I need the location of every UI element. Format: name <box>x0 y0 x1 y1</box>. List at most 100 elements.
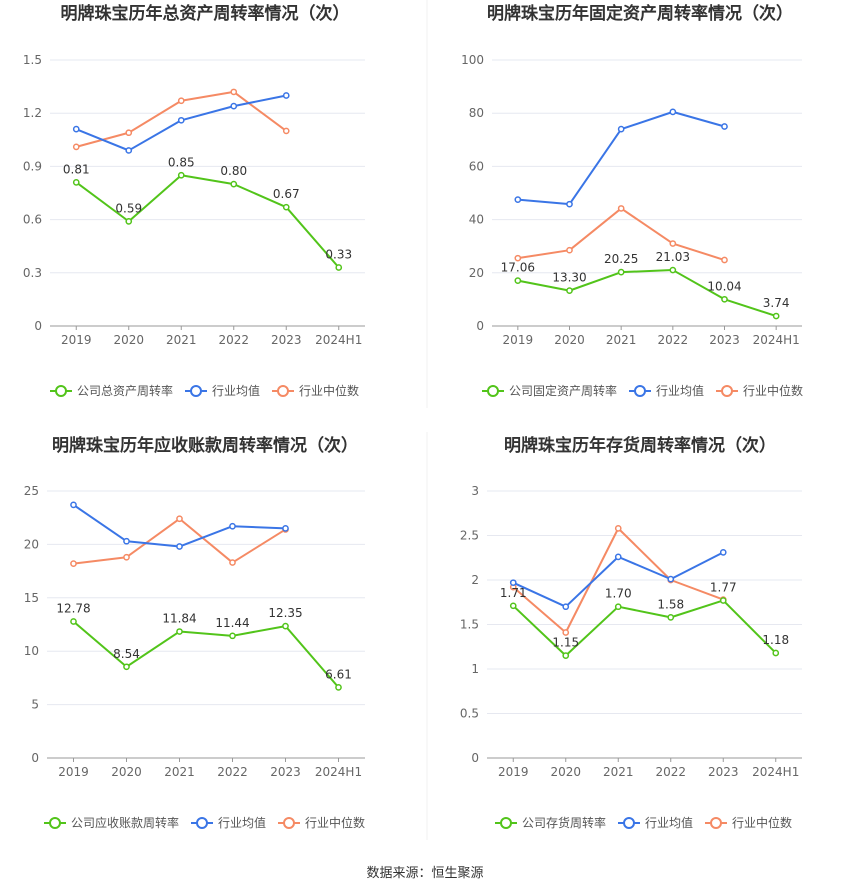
data-point-median <box>123 553 130 561</box>
legend-item-median: 行业中位数 <box>716 383 803 398</box>
legend-marker <box>277 385 289 397</box>
legend-item-avg: 行业均值 <box>185 383 260 398</box>
data-label: 1.15 <box>552 636 579 650</box>
legend-label: 行业均值 <box>212 383 260 398</box>
y-tick-label: 60 <box>469 159 484 173</box>
series-line-company <box>512 599 777 657</box>
data-label: 1.18 <box>762 633 789 647</box>
legend-marker <box>623 817 635 829</box>
legend-marker <box>55 385 67 397</box>
x-tick-label: 2024H1 <box>753 333 800 347</box>
data-point-avg <box>229 522 236 530</box>
data-point-company <box>614 603 622 611</box>
data-point-median <box>721 256 728 264</box>
data-label: 0.59 <box>115 201 142 215</box>
data-label: 1.77 <box>710 580 737 594</box>
data-point-median <box>125 129 133 137</box>
y-tick-label: 0 <box>34 319 42 333</box>
data-point-median <box>614 525 622 532</box>
legend-marker <box>283 817 295 829</box>
x-tick-label: 2021 <box>164 765 195 779</box>
y-tick-label: 20 <box>469 266 484 280</box>
data-point-company <box>562 652 570 660</box>
data-point-median <box>617 205 625 212</box>
y-tick-label: 0.6 <box>23 213 42 227</box>
y-tick-label: 0.9 <box>23 159 42 173</box>
data-point-company <box>566 287 573 294</box>
data-point-company <box>514 277 522 284</box>
legend-label: 行业均值 <box>656 383 704 398</box>
legend-label: 行业均值 <box>218 815 266 830</box>
data-label: 20.25 <box>604 252 638 266</box>
data-point-median <box>562 629 570 636</box>
y-tick-label: 1.2 <box>23 106 42 120</box>
y-tick-label: 15 <box>24 591 39 605</box>
x-tick-label: 2024H1 <box>315 765 362 779</box>
data-label: 11.84 <box>162 612 196 626</box>
x-tick-label: 2020 <box>554 333 585 347</box>
data-point-company <box>335 264 343 271</box>
data-point-company <box>335 684 342 691</box>
y-tick-label: 0 <box>471 751 479 765</box>
data-point-median <box>514 254 522 262</box>
x-tick-label: 2019 <box>58 765 89 779</box>
data-point-company <box>509 602 517 610</box>
data-point-company <box>282 622 289 630</box>
legend-item-company: 公司应收账款周转率 <box>44 815 179 830</box>
data-point-median <box>176 515 183 523</box>
legend-label: 行业均值 <box>645 815 693 830</box>
legend-marker <box>721 385 733 397</box>
legend-marker <box>49 817 61 829</box>
data-point-company <box>72 179 80 186</box>
data-point-company <box>669 266 677 274</box>
chart-panel-4: 明牌珠宝历年存货周转率情况（次） 0 0.5 1 1.5 2 2.5 3 2019 2020 202… <box>460 435 802 830</box>
x-tick-label: 2019 <box>498 765 529 779</box>
x-tick-label: 2021 <box>606 333 637 347</box>
legend-item-avg: 行业均值 <box>618 815 693 830</box>
data-source-note: 数据来源：恒生聚源 <box>366 866 484 881</box>
data-point-company <box>125 218 133 225</box>
x-tick-label: 2024H1 <box>752 765 799 779</box>
data-point-avg <box>719 549 727 556</box>
x-tick-label: 2022 <box>658 333 689 347</box>
x-tick-label: 2020 <box>550 765 581 779</box>
legend-marker <box>196 817 208 829</box>
data-point-company <box>617 268 625 276</box>
y-tick-label: 0.3 <box>23 266 42 280</box>
data-label: 3.74 <box>763 296 790 310</box>
data-point-avg <box>282 92 290 99</box>
chart-title: 明牌珠宝历年应收账款周转率情况（次） <box>52 435 358 456</box>
legend-item-median: 行业中位数 <box>272 383 359 398</box>
series-line-avg <box>72 504 286 548</box>
series-line-company <box>72 620 340 689</box>
y-tick-label: 2.5 <box>460 529 479 543</box>
x-tick-label: 2023 <box>270 765 301 779</box>
chart-panel-2: 明牌珠宝历年固定资产周转率情况（次） 0 20 40 60 80 100 2019 2020 20… <box>461 3 803 398</box>
data-label: 0.81 <box>63 162 90 176</box>
data-point-company <box>282 203 290 211</box>
data-point-company <box>230 180 238 188</box>
data-point-avg <box>562 603 570 611</box>
data-label: 21.03 <box>656 250 690 264</box>
x-tick-label: 2019 <box>503 333 534 347</box>
legend-marker <box>500 817 512 829</box>
x-tick-label: 2021 <box>603 765 634 779</box>
data-point-avg <box>282 525 289 532</box>
data-point-company <box>70 618 77 625</box>
data-point-median <box>282 127 290 135</box>
data-label: 17.06 <box>501 261 535 275</box>
data-label: 1.70 <box>605 587 632 601</box>
y-tick-label: 0 <box>31 751 39 765</box>
series-line-avg <box>517 110 725 206</box>
chart-title: 明牌珠宝历年固定资产周转率情况（次） <box>487 3 793 24</box>
y-tick-label: 5 <box>31 698 39 712</box>
data-point-avg <box>123 537 130 545</box>
data-point-avg <box>176 543 183 550</box>
data-point-avg <box>667 575 675 583</box>
y-tick-label: 100 <box>461 53 484 67</box>
data-point-company <box>177 171 185 179</box>
y-tick-label: 2 <box>471 573 479 587</box>
data-point-median <box>230 88 238 96</box>
data-point-company <box>229 632 236 640</box>
